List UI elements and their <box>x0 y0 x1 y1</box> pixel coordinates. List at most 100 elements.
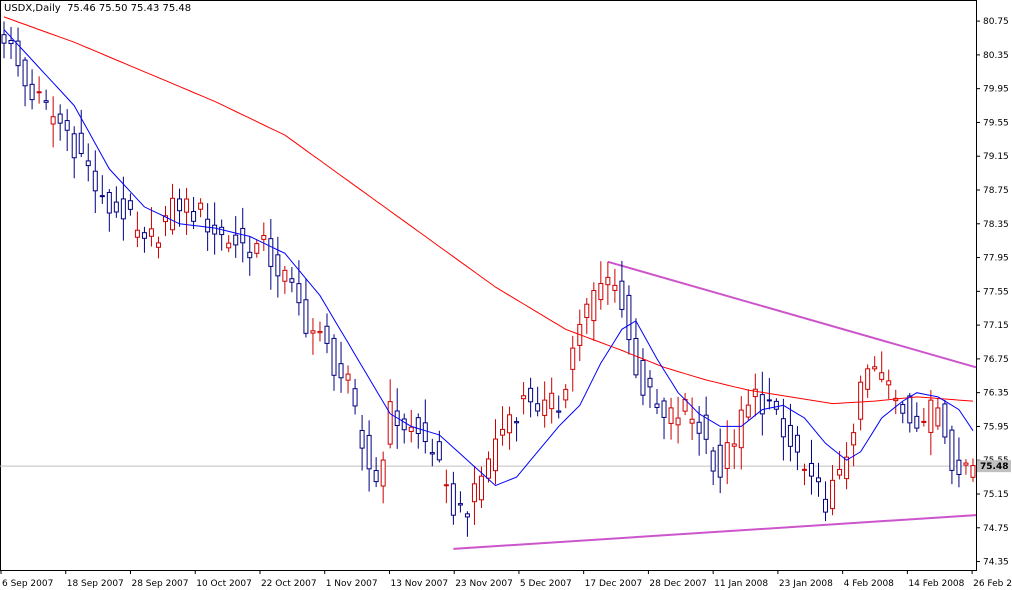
candle-body <box>366 434 372 470</box>
candle-body <box>816 477 822 483</box>
candle-body <box>731 443 737 447</box>
candle-body <box>106 191 112 214</box>
candle-body <box>22 59 28 87</box>
candle-body <box>317 330 323 334</box>
candle-body <box>759 394 765 415</box>
candle-body <box>422 422 428 443</box>
candle-body <box>324 325 330 344</box>
candle-body <box>556 410 562 413</box>
candle-body <box>696 421 702 434</box>
candle-body <box>928 399 934 433</box>
x-tick-label: 26 Feb 2008 <box>973 579 1012 589</box>
candle-body <box>134 229 140 238</box>
candle-body <box>626 294 632 341</box>
candle-body <box>443 484 449 487</box>
candle-body <box>282 269 288 282</box>
candle-body <box>170 197 176 231</box>
candle-body <box>198 202 204 210</box>
candle-body <box>247 251 253 259</box>
y-tick-label: 80.35 <box>983 51 1009 61</box>
candle-body <box>471 483 477 503</box>
candle-body <box>191 211 197 222</box>
x-tick-label: 14 Feb 2008 <box>908 579 964 589</box>
trendline-support <box>453 514 977 550</box>
candle-body <box>436 441 442 461</box>
candle-body <box>254 243 260 254</box>
candle-body <box>837 468 843 476</box>
y-tick-label: 74.75 <box>983 524 1009 534</box>
candle-body <box>794 434 800 453</box>
y-tick-label: 75.15 <box>983 490 1009 500</box>
y-tick-label: 79.55 <box>983 118 1009 128</box>
candle-body <box>858 381 864 420</box>
candle-body <box>780 418 786 438</box>
candle-body <box>310 330 316 334</box>
chart-header: USDX,Daily 75.46 75.50 75.43 75.48 <box>4 3 191 14</box>
x-tick-label: 13 Nov 2007 <box>390 579 448 589</box>
candle-body <box>261 234 267 240</box>
candle-body <box>535 403 541 412</box>
candle-body <box>485 458 491 479</box>
candle-body <box>387 401 393 445</box>
x-tick-label: 23 Nov 2007 <box>455 579 513 589</box>
x-tick-label: 28 Sep 2007 <box>131 579 188 589</box>
x-tick-label: 11 Jan 2008 <box>714 579 768 589</box>
candle-body <box>591 290 597 322</box>
candle-body <box>851 432 857 446</box>
current-price-box <box>977 460 1011 473</box>
candle-body <box>612 284 618 291</box>
candle-body <box>141 232 147 239</box>
candle-body <box>584 303 590 319</box>
candle-body <box>661 400 667 418</box>
candle-body <box>724 442 730 469</box>
candle-body <box>872 366 878 370</box>
candle-body <box>963 462 969 466</box>
trendline-layer <box>453 260 977 550</box>
candle-body <box>64 120 70 131</box>
candle-body <box>57 113 63 124</box>
y-tick-label: 76.35 <box>983 389 1009 399</box>
candle-body <box>205 218 211 233</box>
candle-body <box>352 388 358 407</box>
candle-body <box>373 470 379 483</box>
candle-body <box>226 242 232 249</box>
candle-body <box>717 444 723 478</box>
candle-body <box>528 387 534 403</box>
candle-body <box>415 417 421 435</box>
candle-body <box>296 283 302 304</box>
candle-body <box>675 417 681 426</box>
candle-body <box>92 170 98 192</box>
candle-body <box>268 238 274 267</box>
candle-body <box>289 278 295 283</box>
candle-body <box>745 404 751 418</box>
candle-body <box>148 228 154 237</box>
candle-body <box>303 299 309 334</box>
y-tick-label: 74.35 <box>983 558 1009 568</box>
candle-body <box>177 198 183 212</box>
ma-fast-line <box>3 29 974 487</box>
candle-body <box>36 91 42 94</box>
candle-body <box>275 254 281 277</box>
candle-body <box>85 160 91 167</box>
candle-body <box>233 234 239 246</box>
candle-body <box>507 414 513 434</box>
candle-body <box>598 283 604 301</box>
candle-body <box>500 428 506 436</box>
x-tick-label: 22 Oct 2007 <box>261 579 317 589</box>
candle-body <box>879 372 885 380</box>
candle-body <box>359 430 365 449</box>
candle-body <box>823 498 829 513</box>
candle-body <box>457 503 463 506</box>
ma-slow-line <box>3 16 974 405</box>
candle-body <box>654 403 660 408</box>
candle-body <box>514 421 520 424</box>
candle-body <box>844 456 850 480</box>
candle-body <box>113 201 119 213</box>
candle-body <box>429 452 435 455</box>
candle-body <box>703 414 709 440</box>
candle-body <box>605 276 611 286</box>
x-tick-label: 18 Sep 2007 <box>67 579 124 589</box>
candle-body <box>710 450 716 472</box>
candle-body <box>563 388 569 401</box>
